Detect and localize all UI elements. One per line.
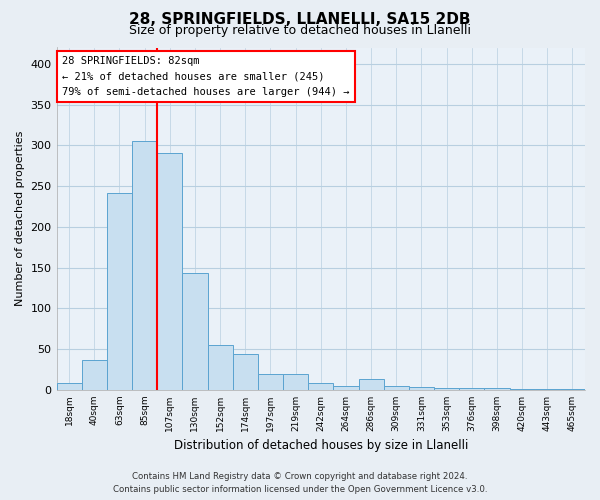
Y-axis label: Number of detached properties: Number of detached properties (15, 131, 25, 306)
Bar (484, 388, 509, 390)
Bar (359, 380, 383, 390)
X-axis label: Distribution of detached houses by size in Llanelli: Distribution of detached houses by size … (173, 440, 468, 452)
Bar (308, 382, 334, 390)
Text: 28 SPRINGFIELDS: 82sqm
← 21% of detached houses are smaller (245)
79% of semi-de: 28 SPRINGFIELDS: 82sqm ← 21% of detached… (62, 56, 349, 98)
Bar (107, 194, 132, 390)
Bar (182, 274, 208, 390)
Bar (560, 389, 585, 390)
Bar (233, 354, 258, 390)
Bar (258, 374, 283, 390)
Bar (434, 388, 459, 390)
Bar (509, 389, 535, 390)
Bar (82, 360, 107, 390)
Bar (56, 384, 82, 390)
Bar (157, 154, 182, 390)
Bar (383, 386, 409, 390)
Bar (208, 345, 233, 390)
Text: Contains HM Land Registry data © Crown copyright and database right 2024.
Contai: Contains HM Land Registry data © Crown c… (113, 472, 487, 494)
Text: Size of property relative to detached houses in Llanelli: Size of property relative to detached ho… (129, 24, 471, 37)
Bar (283, 374, 308, 390)
Bar (535, 389, 560, 390)
Text: 28, SPRINGFIELDS, LLANELLI, SA15 2DB: 28, SPRINGFIELDS, LLANELLI, SA15 2DB (129, 12, 471, 28)
Bar (459, 388, 484, 390)
Bar (409, 388, 434, 390)
Bar (132, 142, 157, 390)
Bar (334, 386, 359, 390)
